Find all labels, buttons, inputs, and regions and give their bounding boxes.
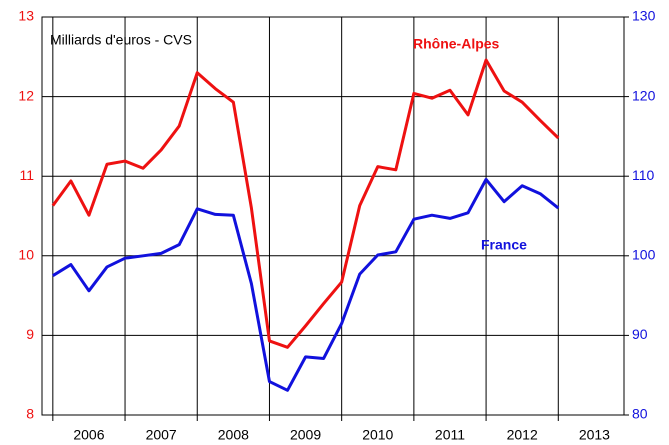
x-tick-label: 2013 [579, 427, 610, 443]
x-tick-label: 2008 [218, 427, 249, 443]
y2-tick-label: 110 [632, 167, 655, 183]
x-tick-label: 2009 [290, 427, 321, 443]
y2-tick-label: 120 [632, 87, 656, 103]
y2-tick-label: 100 [632, 247, 656, 263]
y-tick-label: 10 [18, 247, 34, 263]
plot-frame [41, 16, 625, 416]
y2-tick-label: 90 [632, 326, 648, 342]
y-tick-label: 13 [18, 8, 34, 24]
y-tick-label: 11 [19, 167, 34, 183]
y2-tick-label: 130 [632, 8, 656, 24]
line [51, 58, 560, 349]
x-tick-label: 2007 [146, 427, 177, 443]
annotation: Milliards d'euros - CVS [50, 32, 192, 48]
y-tick-label: 9 [26, 326, 34, 342]
y2-tick-label: 80 [632, 406, 648, 422]
x-tick-label: 2011 [435, 427, 465, 443]
legend-label: Rhône-Alpes [413, 36, 500, 52]
y-tick-label: 8 [26, 406, 34, 422]
y-tick-label: 12 [18, 87, 34, 103]
x-tick-label: 2010 [362, 427, 393, 443]
x-tick-label: 2012 [507, 427, 538, 443]
legend-label: France [481, 237, 527, 253]
line [52, 177, 560, 392]
x-tick-label: 2006 [73, 427, 104, 443]
